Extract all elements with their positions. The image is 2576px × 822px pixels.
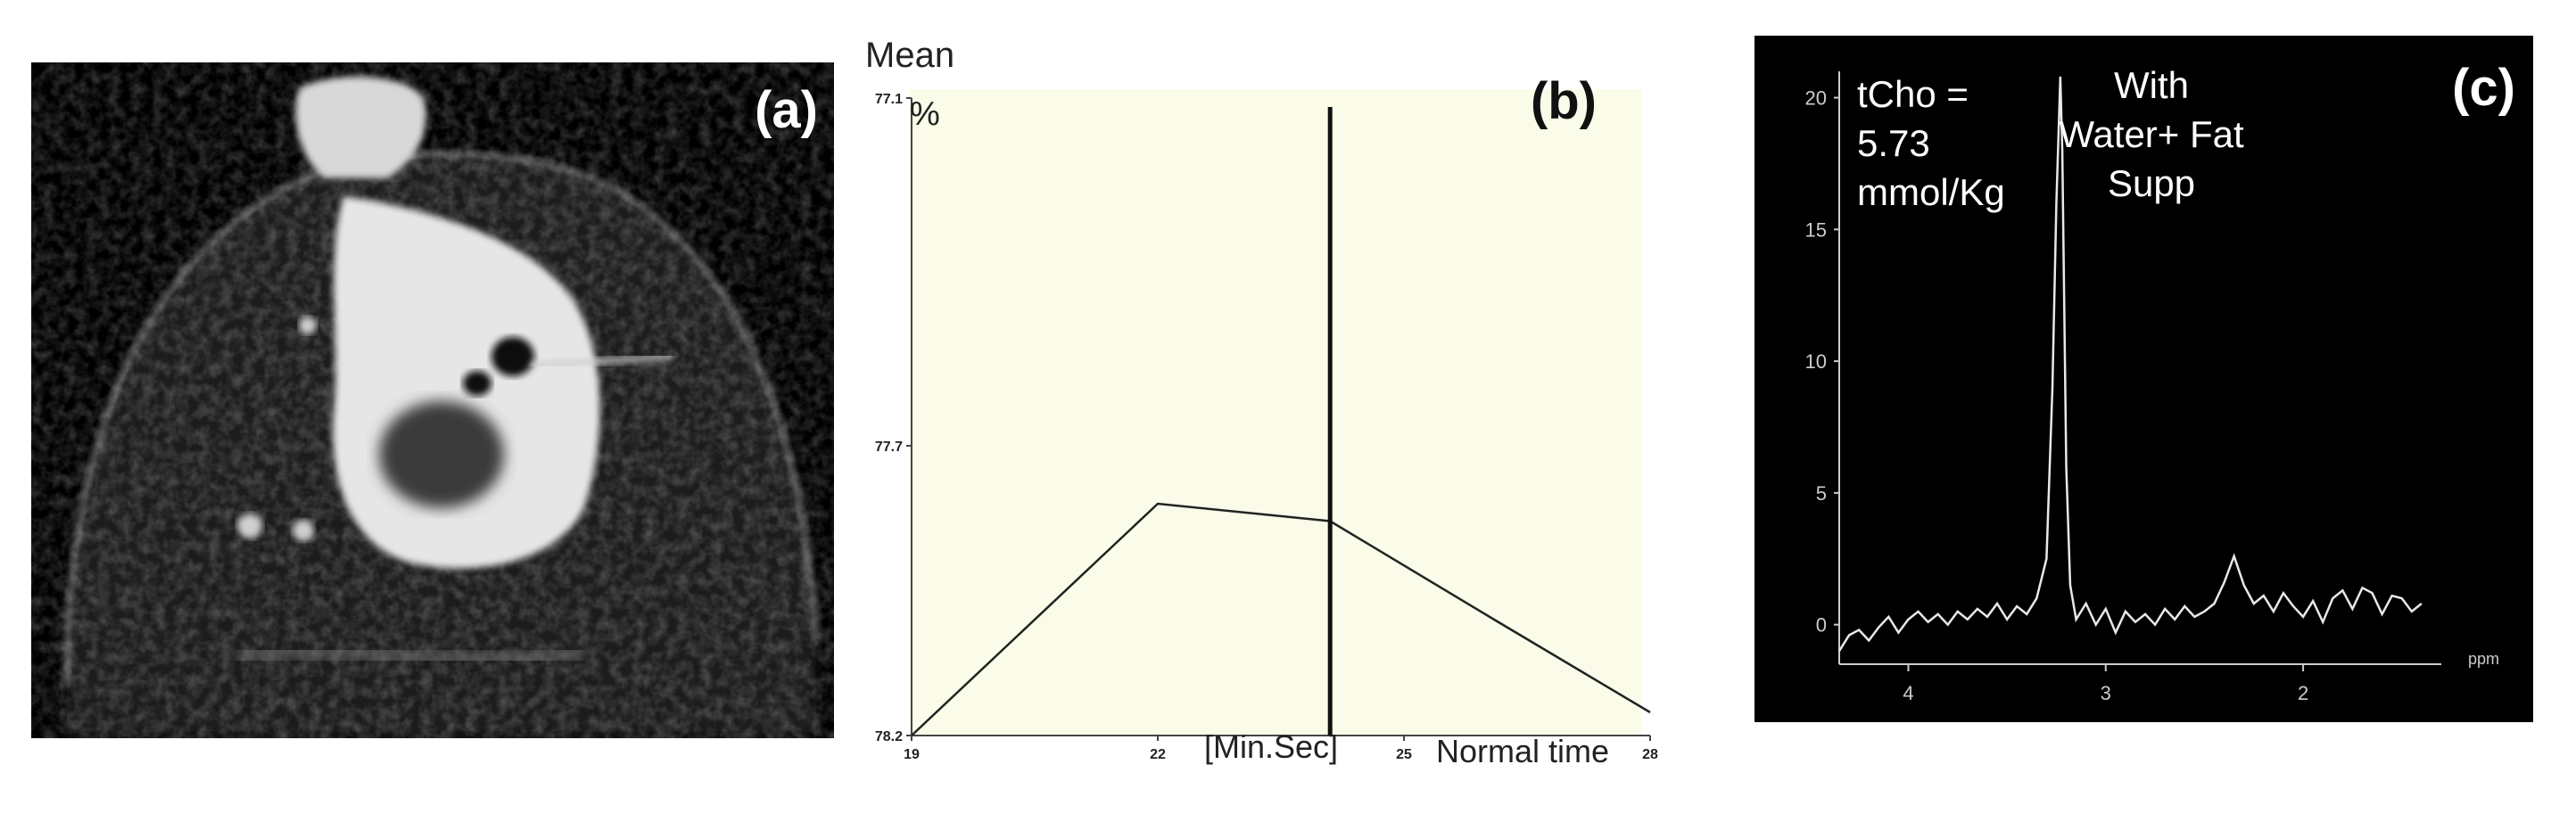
mr-spectrum-panel: 0 5 10 15 20 4 3 2 ppm tCho = 5.73 mmol/Kg With… — [1754, 36, 2533, 722]
mri-breast-image — [31, 62, 834, 738]
panel-label-a: (a) — [755, 81, 818, 139]
chart-b-background — [910, 89, 1641, 736]
chart-b-xtick-label: 22 — [1150, 747, 1166, 762]
tcho-label-line1: tCho = — [1857, 73, 1969, 115]
tcho-unit: mmol/Kg — [1857, 171, 2005, 213]
mri-image-panel: (a) — [31, 62, 834, 738]
chart-b-xlabel: Normal time — [1436, 733, 1609, 769]
chart-b-ytick-label: 77.1 — [875, 92, 903, 107]
chart-b-xtick-label: 25 — [1396, 747, 1412, 762]
chart-c-ytick-label: 10 — [1805, 350, 1827, 373]
signal-intensity-chart-panel: 78.2 77.7 77.1 19 22 25 28 Mean % [Min.Sec] No… — [856, 36, 1677, 776]
chart-c-ytick-label: 20 — [1805, 87, 1827, 110]
suppression-label-line2: Water+ Fat — [2059, 113, 2244, 155]
chart-b-xtick-label: 19 — [904, 747, 920, 762]
suppression-label-line3: Supp — [2108, 162, 2195, 204]
chart-b-ytick-label: 78.2 — [875, 729, 903, 744]
chart-c-xtick-label: 4 — [1903, 682, 1913, 704]
chart-b-ylabel-line2: % — [910, 95, 940, 133]
tcho-value: 5.73 — [1857, 122, 1930, 164]
chart-b-ylabel-line1: Mean — [865, 36, 954, 75]
chart-c-xtick-label: 2 — [2298, 682, 2308, 704]
chart-c-ytick-label: 15 — [1805, 218, 1827, 241]
chart-b-x-annotation: [Min.Sec] — [1204, 728, 1338, 765]
chart-c-ytick-label: 0 — [1816, 614, 1827, 637]
chart-b-ytick-label: 77.7 — [875, 440, 903, 455]
panel-label-c: (c) — [2452, 59, 2515, 117]
chart-c-ytick-label: 5 — [1816, 482, 1827, 505]
suppression-label-line1: With — [2114, 64, 2189, 106]
chart-c-spectrum-line — [1837, 76, 2423, 652]
mr-spectrum-chart: 0 5 10 15 20 4 3 2 ppm tCho = 5.73 mmol/Kg With… — [1805, 64, 2500, 704]
signal-intensity-chart: 78.2 77.7 77.1 19 22 25 28 Mean % [Min.Sec] No… — [865, 36, 1658, 769]
chart-c-xlabel: ppm — [2468, 650, 2499, 668]
chart-c-xtick-label: 3 — [2101, 682, 2111, 704]
chart-b-xtick-label: 28 — [1642, 747, 1658, 762]
panel-label-b: (b) — [1530, 72, 1597, 130]
